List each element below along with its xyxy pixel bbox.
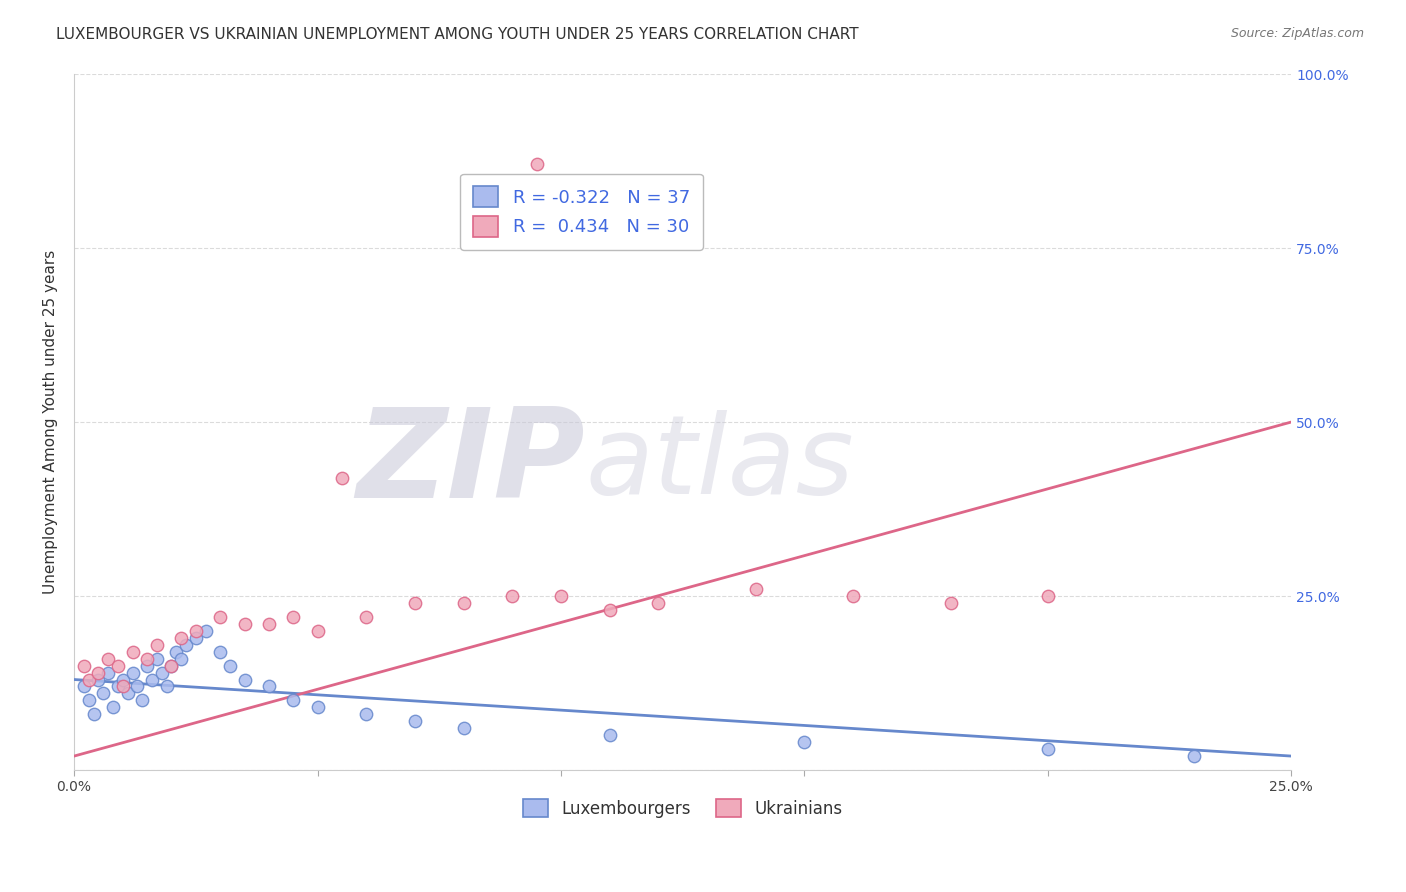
Point <box>404 596 426 610</box>
Point <box>73 658 96 673</box>
Point <box>209 610 232 624</box>
Point <box>146 638 169 652</box>
Point <box>842 589 865 603</box>
Y-axis label: Unemployment Among Youth under 25 years: Unemployment Among Youth under 25 years <box>44 250 58 594</box>
Point <box>453 721 475 735</box>
Point <box>257 616 280 631</box>
Point <box>111 680 134 694</box>
Text: LUXEMBOURGER VS UKRAINIAN UNEMPLOYMENT AMONG YOUTH UNDER 25 YEARS CORRELATION CH: LUXEMBOURGER VS UKRAINIAN UNEMPLOYMENT A… <box>56 27 859 42</box>
Point <box>107 680 129 694</box>
Point <box>165 645 187 659</box>
Point <box>194 624 217 638</box>
Point <box>1036 742 1059 756</box>
Point <box>111 673 134 687</box>
Point <box>307 624 329 638</box>
Point <box>647 596 669 610</box>
Point <box>233 616 256 631</box>
Point <box>117 686 139 700</box>
Point <box>184 624 207 638</box>
Point <box>354 707 377 722</box>
Point <box>77 693 100 707</box>
Point <box>83 707 105 722</box>
Point <box>174 638 197 652</box>
Point <box>160 658 183 673</box>
Point <box>155 680 177 694</box>
Point <box>150 665 173 680</box>
Point <box>136 658 159 673</box>
Point <box>184 631 207 645</box>
Point <box>599 603 621 617</box>
Point <box>330 471 353 485</box>
Text: atlas: atlas <box>585 410 853 517</box>
Point <box>127 680 149 694</box>
Point <box>136 651 159 665</box>
Point <box>121 665 143 680</box>
Point <box>97 651 120 665</box>
Point <box>73 680 96 694</box>
Point <box>745 582 768 596</box>
Legend: Luxembourgers, Ukrainians: Luxembourgers, Ukrainians <box>516 792 849 824</box>
Point <box>91 686 114 700</box>
Point <box>160 658 183 673</box>
Point <box>526 157 548 171</box>
Point <box>599 728 621 742</box>
Point <box>404 714 426 729</box>
Point <box>141 673 163 687</box>
Point <box>550 589 572 603</box>
Point <box>131 693 153 707</box>
Point <box>793 735 815 749</box>
Point <box>501 589 523 603</box>
Point <box>121 645 143 659</box>
Point <box>233 673 256 687</box>
Point <box>283 610 305 624</box>
Point <box>77 673 100 687</box>
Point <box>107 658 129 673</box>
Point <box>257 680 280 694</box>
Point <box>307 700 329 714</box>
Text: ZIP: ZIP <box>357 403 585 524</box>
Point <box>209 645 232 659</box>
Point <box>283 693 305 707</box>
Point <box>219 658 242 673</box>
Point <box>97 665 120 680</box>
Point <box>170 651 193 665</box>
Point <box>146 651 169 665</box>
Point <box>939 596 962 610</box>
Point <box>354 610 377 624</box>
Point <box>1182 749 1205 764</box>
Point <box>101 700 124 714</box>
Point <box>87 665 110 680</box>
Point <box>1036 589 1059 603</box>
Text: Source: ZipAtlas.com: Source: ZipAtlas.com <box>1230 27 1364 40</box>
Point <box>170 631 193 645</box>
Point <box>453 596 475 610</box>
Point <box>87 673 110 687</box>
